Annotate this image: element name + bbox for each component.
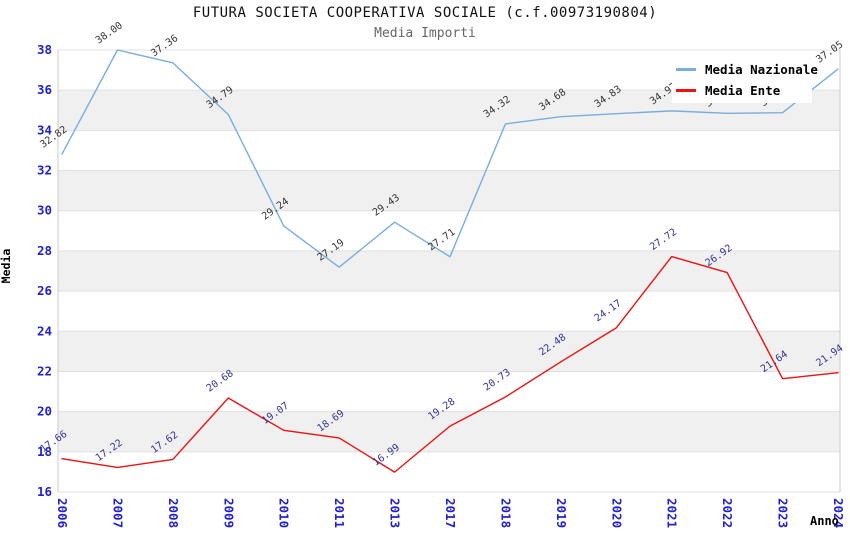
y-tick-label: 30 <box>37 203 52 218</box>
x-axis-title: Anno <box>810 514 839 528</box>
y-tick-label: 18 <box>37 444 52 459</box>
x-tick-label: 2024 <box>831 498 846 528</box>
y-tick-label: 28 <box>37 243 52 258</box>
legend: Media Nazionale Media Ente <box>672 57 818 103</box>
legend-item-media-ente: Media Ente <box>672 83 812 98</box>
y-tick-label: 36 <box>37 82 52 97</box>
data-label: 24.17 <box>593 298 624 324</box>
x-tick-label: 2009 <box>221 498 236 528</box>
plot-band <box>58 250 840 292</box>
y-tick-label: 16 <box>37 484 52 499</box>
y-tick-label: 34 <box>37 122 52 137</box>
y-tick-label: 32 <box>37 163 52 178</box>
y-axis-title: Media <box>0 248 13 284</box>
series-line-media-ente <box>61 255 839 473</box>
y-tick-label: 38 <box>37 42 52 57</box>
x-tick-label: 2021 <box>665 498 680 528</box>
legend-swatch-media-nazionale-icon <box>676 68 696 72</box>
x-tick-label: 2023 <box>776 498 791 528</box>
y-tick-label: 24 <box>37 323 52 338</box>
chart-subtitle: Media Importi <box>374 26 476 41</box>
x-tick-label: 2019 <box>554 498 569 528</box>
plot-band <box>58 411 840 452</box>
y-tick-label: 26 <box>37 283 52 298</box>
data-label: 37.05 <box>814 39 845 65</box>
x-tick-label: 2018 <box>498 498 513 528</box>
y-tick-label: 22 <box>37 363 52 378</box>
x-tick-label: 2013 <box>388 498 403 528</box>
data-label: 27.72 <box>648 227 679 253</box>
plot-band <box>58 331 840 372</box>
x-tick-label: 2017 <box>443 498 458 528</box>
y-tick-label: 20 <box>37 404 52 419</box>
x-tick-label: 2020 <box>609 498 624 528</box>
plot-band <box>58 170 840 211</box>
x-tick-label: 2008 <box>166 498 181 528</box>
data-label: 20.68 <box>205 368 236 394</box>
legend-swatch-media-ente-icon <box>676 88 696 92</box>
legend-label-media-nazionale: Media Nazionale <box>705 62 818 78</box>
x-tick-label: 2006 <box>55 498 70 528</box>
x-tick-label: 2007 <box>110 498 125 528</box>
x-tick-label: 2011 <box>332 498 347 528</box>
legend-item-media-nazionale: Media Nazionale <box>672 62 818 77</box>
series-line-media-nazionale <box>61 49 839 268</box>
x-tick-label: 2010 <box>277 498 292 528</box>
legend-label-media-ente: Media Ente <box>705 82 781 98</box>
x-tick-label: 2022 <box>720 498 735 528</box>
chart-title: FUTURA SOCIETA COOPERATIVA SOCIALE (c.f.… <box>192 5 658 21</box>
